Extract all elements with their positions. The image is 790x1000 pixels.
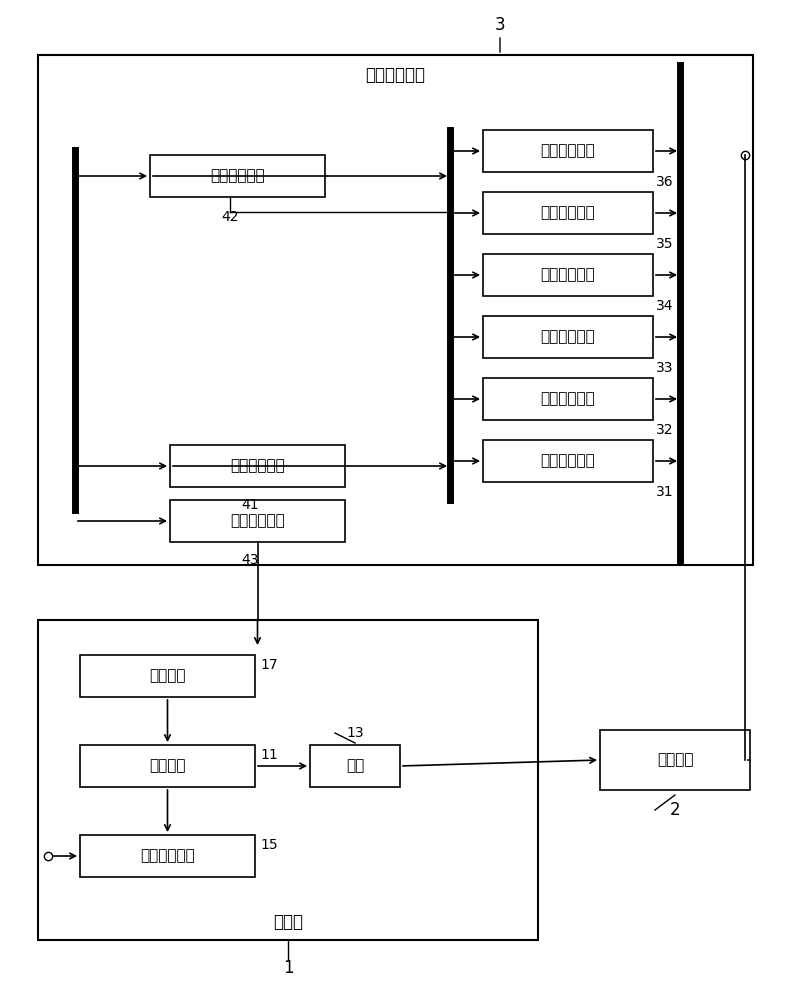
Text: 第六接收模块: 第六接收模块 xyxy=(540,143,596,158)
Text: 42: 42 xyxy=(221,210,239,224)
Text: 3: 3 xyxy=(495,16,506,34)
FancyBboxPatch shape xyxy=(80,835,255,877)
Text: 13: 13 xyxy=(346,726,364,740)
Text: 2: 2 xyxy=(670,801,680,819)
Text: 第三接收模块: 第三接收模块 xyxy=(540,330,596,344)
Text: 41: 41 xyxy=(241,498,259,512)
Text: 第一计算模块: 第一计算模块 xyxy=(230,458,285,474)
Text: 储存单元: 储存单元 xyxy=(149,668,186,684)
Text: 1: 1 xyxy=(283,959,293,977)
Text: 17: 17 xyxy=(260,658,277,672)
Text: 第四接收模块: 第四接收模块 xyxy=(540,267,596,282)
FancyBboxPatch shape xyxy=(600,730,750,790)
Text: 第二接收模块: 第二接收模块 xyxy=(540,391,596,406)
Text: 35: 35 xyxy=(656,237,674,251)
Text: 面板: 面板 xyxy=(346,758,364,774)
Text: 36: 36 xyxy=(656,175,674,189)
FancyBboxPatch shape xyxy=(483,130,653,172)
Text: 第一接收模块: 第一接收模块 xyxy=(540,454,596,468)
Text: 34: 34 xyxy=(656,299,674,313)
FancyBboxPatch shape xyxy=(483,192,653,234)
Text: 影像处理单元: 影像处理单元 xyxy=(140,848,195,863)
Text: 31: 31 xyxy=(656,485,674,499)
Text: 33: 33 xyxy=(656,361,674,375)
FancyBboxPatch shape xyxy=(38,55,753,565)
FancyBboxPatch shape xyxy=(170,445,345,487)
Text: 测量装置: 测量装置 xyxy=(656,752,694,768)
FancyBboxPatch shape xyxy=(483,440,653,482)
Text: 增益调整装置: 增益调整装置 xyxy=(366,66,426,84)
FancyBboxPatch shape xyxy=(483,378,653,420)
Text: 43: 43 xyxy=(241,553,259,567)
Text: 第五接收模块: 第五接收模块 xyxy=(540,206,596,221)
Text: 15: 15 xyxy=(260,838,277,852)
FancyBboxPatch shape xyxy=(170,500,345,542)
FancyBboxPatch shape xyxy=(483,254,653,296)
Text: 32: 32 xyxy=(656,423,674,437)
FancyBboxPatch shape xyxy=(38,620,538,940)
Text: 第三计算模块: 第三计算模块 xyxy=(230,514,285,528)
FancyBboxPatch shape xyxy=(483,316,653,358)
FancyBboxPatch shape xyxy=(150,155,325,197)
FancyBboxPatch shape xyxy=(80,655,255,697)
Text: 显示器: 显示器 xyxy=(273,913,303,931)
FancyBboxPatch shape xyxy=(310,745,400,787)
Text: 控制单元: 控制单元 xyxy=(149,758,186,774)
Text: 11: 11 xyxy=(260,748,278,762)
Text: 第二计算模块: 第二计算模块 xyxy=(210,168,265,184)
FancyBboxPatch shape xyxy=(80,745,255,787)
